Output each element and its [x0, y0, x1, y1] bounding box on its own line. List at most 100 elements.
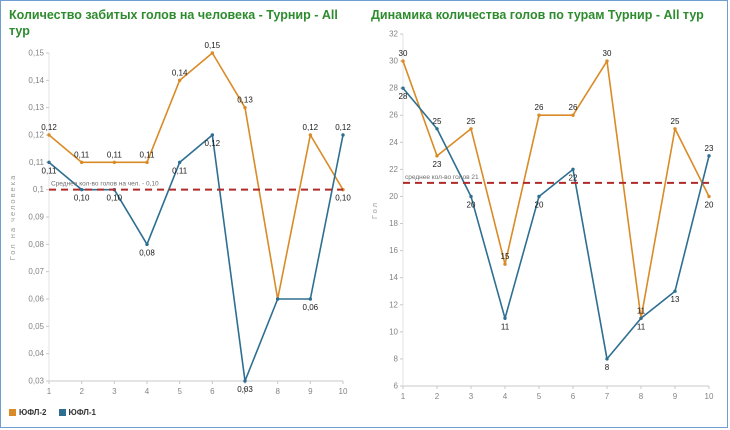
svg-text:0,13: 0,13 — [237, 95, 253, 104]
svg-text:23: 23 — [705, 144, 714, 153]
svg-text:9: 9 — [673, 392, 678, 401]
svg-text:среднее кол-во голов 21: среднее кол-во голов 21 — [405, 174, 479, 181]
svg-text:4: 4 — [145, 387, 150, 396]
legend-swatch-yufl-2-icon — [9, 408, 16, 416]
svg-text:0,15: 0,15 — [28, 48, 44, 57]
svg-text:13: 13 — [671, 295, 680, 304]
svg-text:25: 25 — [671, 117, 680, 126]
svg-text:0,13: 0,13 — [28, 103, 44, 112]
svg-text:2: 2 — [435, 392, 440, 401]
svg-text:8: 8 — [394, 355, 399, 364]
svg-text:0,10: 0,10 — [335, 193, 351, 202]
svg-text:24: 24 — [389, 138, 398, 147]
svg-text:0,05: 0,05 — [28, 321, 44, 330]
svg-text:0,07: 0,07 — [28, 267, 44, 276]
svg-text:25: 25 — [467, 117, 476, 126]
chart-title-goals-per-person: Количество забитых голов на человека - Т… — [9, 8, 338, 39]
svg-text:26: 26 — [389, 111, 398, 120]
svg-text:20: 20 — [535, 201, 544, 210]
svg-text:28: 28 — [389, 84, 398, 93]
svg-text:20: 20 — [389, 192, 398, 201]
svg-text:0,12: 0,12 — [205, 139, 221, 148]
legend-item-yufl-2[interactable]: ЮФЛ-2 — [9, 408, 47, 417]
svg-text:6: 6 — [571, 392, 576, 401]
svg-text:0,11: 0,11 — [107, 150, 123, 159]
svg-text:0,10: 0,10 — [107, 193, 123, 202]
svg-text:Гол на человека: Гол на человека — [8, 173, 17, 260]
svg-text:15: 15 — [501, 252, 510, 261]
svg-text:22: 22 — [569, 174, 578, 183]
chart-legend: ЮФЛ-2 ЮФЛ-1 — [9, 408, 361, 417]
svg-text:0,11: 0,11 — [74, 150, 90, 159]
svg-text:7: 7 — [243, 387, 248, 396]
legend-item-yufl-1[interactable]: ЮФЛ-1 — [58, 407, 97, 417]
svg-text:6: 6 — [210, 387, 215, 396]
svg-text:30: 30 — [603, 49, 612, 58]
svg-text:2: 2 — [79, 387, 84, 396]
svg-text:0,14: 0,14 — [172, 68, 188, 77]
svg-text:0,03: 0,03 — [237, 385, 253, 394]
svg-text:3: 3 — [469, 392, 474, 401]
svg-text:0,06: 0,06 — [28, 294, 44, 303]
svg-text:0,09: 0,09 — [28, 212, 44, 221]
svg-text:20: 20 — [705, 201, 714, 210]
svg-text:0,12: 0,12 — [28, 130, 44, 139]
svg-text:6: 6 — [394, 382, 399, 391]
svg-text:0,08: 0,08 — [139, 248, 155, 257]
svg-text:Среднее кол-во голов на чел. -: Среднее кол-во голов на чел. - 0,10 — [51, 180, 159, 187]
svg-text:Гол: Гол — [370, 201, 379, 219]
svg-text:11: 11 — [637, 323, 646, 332]
svg-text:20: 20 — [467, 201, 476, 210]
svg-text:8: 8 — [275, 387, 280, 396]
svg-text:11: 11 — [501, 323, 510, 332]
svg-text:7: 7 — [605, 392, 610, 401]
svg-text:9: 9 — [308, 387, 313, 396]
svg-text:0,11: 0,11 — [29, 157, 45, 166]
svg-text:16: 16 — [389, 246, 398, 255]
svg-text:0,10: 0,10 — [74, 193, 90, 202]
svg-text:28: 28 — [399, 92, 408, 101]
svg-text:0,06: 0,06 — [303, 303, 319, 312]
svg-text:11: 11 — [637, 307, 646, 316]
svg-text:0,12: 0,12 — [41, 123, 57, 132]
svg-text:10: 10 — [389, 328, 398, 337]
legend-label-yufl-2: ЮФЛ-2 — [19, 407, 47, 417]
svg-text:3: 3 — [112, 387, 117, 396]
svg-text:0,03: 0,03 — [28, 376, 44, 385]
svg-text:26: 26 — [535, 103, 544, 112]
svg-text:30: 30 — [399, 49, 408, 58]
svg-text:32: 32 — [389, 30, 398, 39]
svg-text:0,12: 0,12 — [335, 123, 351, 132]
svg-text:30: 30 — [389, 57, 398, 66]
chart-panel-goals-by-round: Динамика количества голов по турам Турни… — [363, 1, 727, 427]
legend-label-yufl-1: ЮФЛ-1 — [68, 407, 97, 417]
svg-text:8: 8 — [639, 392, 644, 401]
svg-text:26: 26 — [569, 103, 578, 112]
svg-text:0,11: 0,11 — [172, 166, 188, 175]
svg-text:22: 22 — [389, 165, 398, 174]
svg-text:14: 14 — [389, 273, 398, 282]
svg-text:5: 5 — [537, 392, 542, 401]
svg-text:0,12: 0,12 — [303, 123, 319, 132]
legend-swatch-yufl-1-icon — [58, 408, 66, 416]
svg-text:25: 25 — [433, 117, 442, 126]
svg-text:8: 8 — [605, 363, 610, 372]
line-chart-goals-per-person[interactable]: 0,030,040,050,060,070,080,090,10,110,120… — [7, 41, 359, 407]
svg-text:10: 10 — [705, 392, 714, 401]
svg-text:0,14: 0,14 — [28, 75, 44, 84]
svg-text:1: 1 — [401, 392, 406, 401]
svg-text:1: 1 — [47, 387, 52, 396]
chart-title-goals-by-round: Динамика количества голов по турам Турни… — [371, 8, 704, 22]
svg-text:0,1: 0,1 — [33, 185, 45, 194]
svg-text:0,11: 0,11 — [42, 166, 58, 175]
svg-text:12: 12 — [389, 301, 398, 310]
svg-text:23: 23 — [433, 160, 442, 169]
svg-text:5: 5 — [177, 387, 182, 396]
svg-text:0,11: 0,11 — [140, 150, 156, 159]
svg-text:18: 18 — [389, 219, 398, 228]
svg-text:0,04: 0,04 — [28, 349, 44, 358]
svg-text:0,15: 0,15 — [205, 41, 221, 50]
svg-text:4: 4 — [503, 392, 508, 401]
